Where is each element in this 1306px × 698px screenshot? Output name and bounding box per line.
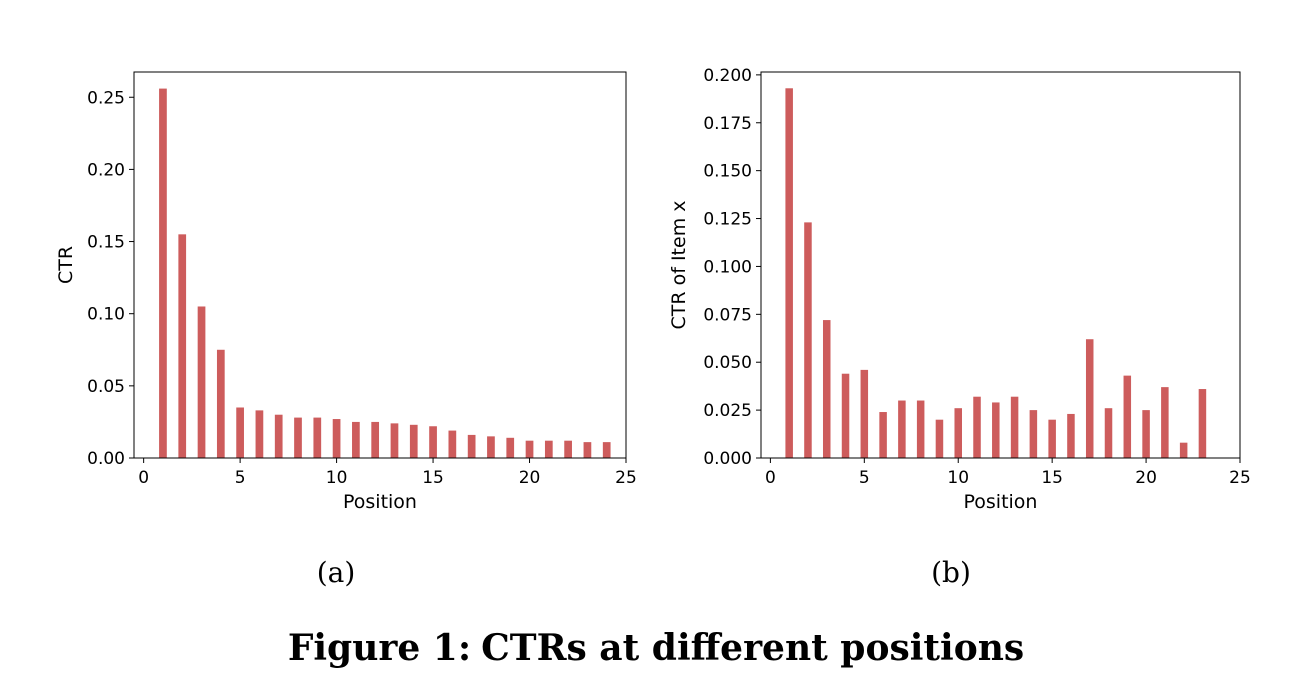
bar-b-6 [879, 412, 887, 458]
bar-a-4 [216, 349, 225, 458]
x-tick-label-b: 20 [1135, 468, 1157, 488]
y-tick-label-b: 0.100 [703, 257, 752, 277]
y-tick-label-b: 0.000 [703, 449, 752, 469]
bar-a-14 [409, 424, 418, 458]
bar-a-13 [390, 423, 399, 458]
bar-b-5 [860, 369, 869, 458]
bar-b-1 [785, 88, 793, 459]
y-tick-label-b: 0.050 [703, 353, 752, 373]
bar-a-20 [525, 440, 534, 458]
bar-b-18 [1104, 408, 1113, 458]
bar-a-10 [332, 419, 341, 458]
y-tick-label-b: 0.175 [703, 114, 752, 134]
bar-b-4 [841, 373, 850, 458]
x-tick-label-b: 15 [1041, 468, 1063, 488]
x-tick-label-a: 0 [138, 468, 149, 488]
bar-b-10 [954, 408, 962, 458]
x-tick-label-a: 10 [326, 468, 348, 488]
figure-caption: Figure 1: CTRs at different positions [288, 627, 1024, 669]
figure-caption-number: Figure 1: [288, 627, 471, 669]
bar-b-16 [1067, 413, 1075, 458]
bar-a-24 [602, 442, 611, 458]
y-axis-label-a: CTR [55, 246, 77, 284]
x-tick-label-b: 25 [1229, 468, 1251, 488]
y-tick-label-a: 0.25 [87, 88, 125, 108]
bar-a-15 [429, 426, 437, 458]
y-tick-label-b: 0.125 [703, 210, 752, 230]
x-tick-label-b: 5 [859, 468, 870, 488]
chart-panel-b: 0 5 10 15 20 25 0.000 0.025 0.050 0.075 0.100 0.125… [668, 66, 1251, 589]
panel-label-b: (b) [931, 556, 971, 589]
bar-b-9 [935, 419, 944, 458]
y-tick-label-b: 0.200 [703, 66, 752, 86]
axes-frame-b [760, 71, 1241, 459]
bar-a-6 [255, 410, 264, 458]
bar-a-8 [294, 417, 302, 458]
panel-label-a: (a) [317, 556, 356, 589]
y-tick-label-a: 0.00 [87, 449, 125, 469]
bar-b-14 [1029, 410, 1038, 458]
bar-b-22 [1179, 442, 1188, 458]
bar-b-7 [898, 400, 906, 458]
bar-a-7 [274, 414, 283, 458]
y-tick-label-a: 0.20 [87, 160, 125, 180]
x-tick-label-a: 20 [519, 468, 541, 488]
bar-a-19 [506, 437, 515, 458]
bar-b-19 [1123, 375, 1132, 458]
bar-b-23 [1198, 389, 1207, 458]
bar-a-21 [544, 440, 553, 458]
figure-caption-text: CTRs at different positions [481, 627, 1024, 669]
bar-b-11 [973, 396, 981, 458]
x-tick-label-a: 25 [615, 468, 637, 488]
y-axis-label-b: CTR of Item x [668, 200, 690, 329]
bar-b-8 [916, 400, 925, 458]
y-tick-label-b: 0.150 [703, 162, 752, 182]
bar-b-3 [822, 320, 831, 458]
bar-b-15 [1048, 419, 1056, 458]
x-axis-label-a: Position [343, 491, 417, 513]
bar-b-17 [1085, 339, 1094, 458]
bar-a-12 [371, 421, 380, 458]
bar-a-1 [159, 88, 167, 458]
bar-a-22 [564, 440, 572, 458]
y-tick-label-a: 0.05 [87, 377, 125, 397]
bar-b-21 [1161, 387, 1169, 458]
x-axis-label-b: Position [964, 491, 1038, 513]
bar-a-2 [178, 234, 187, 458]
x-tick-label-a: 15 [422, 468, 444, 488]
bar-a-9 [313, 417, 322, 458]
bar-b-2 [804, 222, 812, 458]
axes-frame-a [133, 71, 627, 459]
chart-panel-a: 0 5 10 15 20 25 0.00 0.05 0.10 0.15 0.20 0.25 Positi… [55, 71, 637, 589]
bar-b-12 [992, 402, 1000, 458]
x-tick-label-a: 5 [235, 468, 246, 488]
bar-a-17 [467, 434, 476, 458]
bar-a-5 [236, 407, 244, 458]
bar-a-11 [352, 421, 360, 458]
y-tick-label-b: 0.025 [703, 401, 752, 421]
bar-a-18 [487, 436, 495, 458]
y-tick-label-a: 0.15 [87, 233, 125, 253]
y-tick-label-b: 0.075 [703, 305, 752, 325]
x-tick-label-b: 10 [947, 468, 969, 488]
bar-b-20 [1142, 410, 1150, 458]
bar-a-3 [197, 306, 206, 458]
x-tick-label-b: 0 [765, 468, 776, 488]
bar-a-16 [448, 430, 457, 458]
y-tick-label-a: 0.10 [87, 305, 125, 325]
bar-a-23 [583, 442, 592, 458]
bar-b-13 [1010, 396, 1019, 458]
